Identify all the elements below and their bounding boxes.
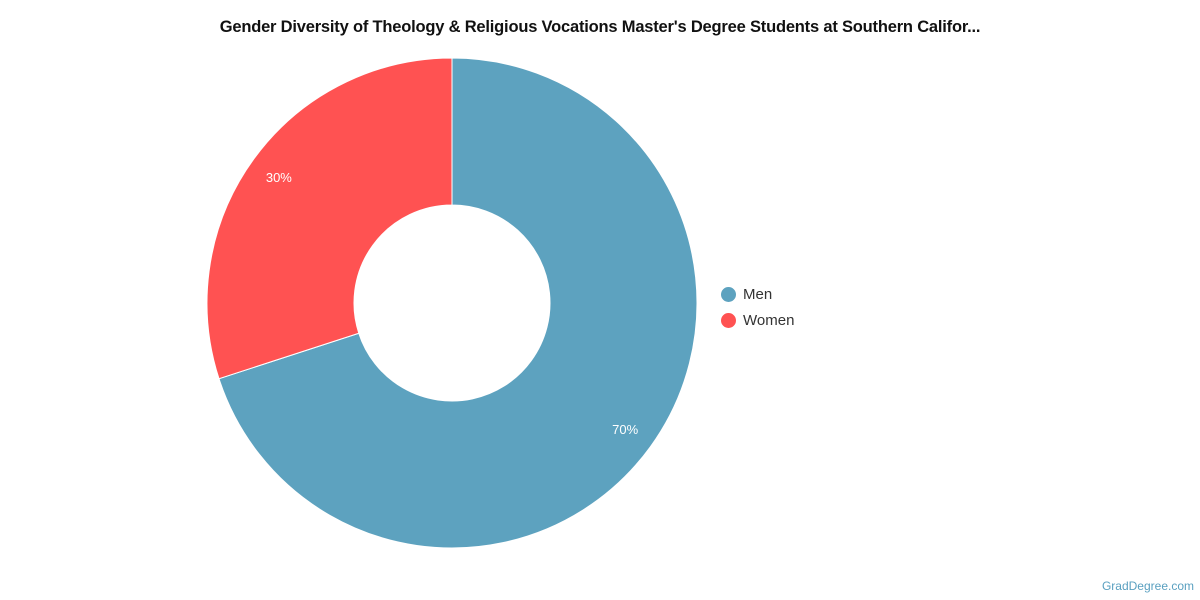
data-label-men: 70% [612,422,638,437]
legend: Men Women [721,281,794,333]
legend-label-men: Men [743,285,773,303]
legend-item-men[interactable]: Men [721,281,794,307]
data-label-women: 30% [266,170,292,185]
slice-men[interactable] [218,57,698,549]
legend-swatch-women [721,312,736,328]
slice-women[interactable] [206,57,453,380]
legend-swatch-men [721,286,736,302]
legend-item-women[interactable]: Women [721,307,794,333]
credit-link[interactable]: GradDegree.com [1101,579,1194,593]
legend-label-women: Women [743,311,795,329]
chart-title: Gender Diversity of Theology & Religious… [219,18,981,36]
